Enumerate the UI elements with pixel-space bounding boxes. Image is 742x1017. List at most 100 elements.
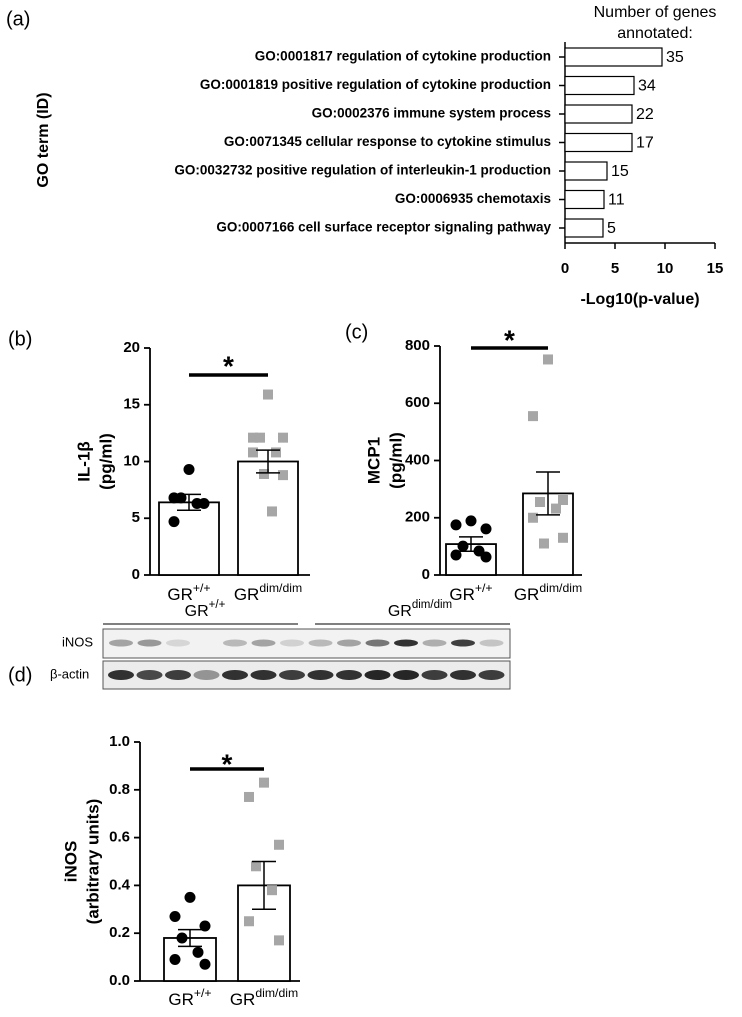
data-point (199, 920, 211, 932)
category-base: GR (449, 585, 475, 604)
category-superscript: +/+ (475, 581, 493, 595)
y-axis-label: (pg/ml) (96, 433, 115, 490)
data-point (251, 861, 261, 872)
category-label: GR+/+ (167, 581, 210, 604)
data-point (528, 411, 538, 422)
data-point (199, 958, 211, 970)
bar (564, 218, 604, 238)
data-point (274, 839, 284, 850)
blot-band (137, 639, 162, 647)
blot-band (251, 639, 276, 647)
blot-frame (102, 628, 511, 659)
category-label: GRdim/dim (234, 581, 302, 604)
data-point (450, 549, 462, 561)
blot-band (450, 670, 476, 680)
data-point (192, 946, 204, 958)
data-point (183, 463, 195, 475)
category-label: GO:0071345 cellular response to cytokine… (224, 134, 551, 149)
data-point (465, 515, 477, 527)
blot-band (109, 639, 133, 647)
y-tick-label: 200 (405, 509, 430, 526)
gene-count: 17 (636, 135, 654, 152)
data-point (244, 916, 254, 927)
x-tick-label: 5 (611, 260, 619, 277)
y-tick-label: 15 (123, 396, 140, 413)
panel-label: (d) (8, 664, 32, 686)
gene-count: 34 (638, 78, 656, 95)
blot-band (280, 639, 304, 647)
gene-count: 22 (636, 106, 654, 123)
y-tick-label: 0.8 (109, 781, 130, 798)
y-axis-label: (arbitrary units) (83, 799, 102, 925)
data-point (168, 516, 180, 528)
data-point (255, 432, 265, 443)
category-base: GR (168, 990, 194, 1009)
data-point (169, 910, 181, 922)
category-label: GRdim/dim (230, 986, 298, 1009)
category-label: GR+/+ (449, 581, 492, 604)
data-point (558, 495, 568, 506)
data-point (259, 468, 269, 479)
y-tick-label: 400 (405, 451, 430, 468)
blot-band (337, 639, 361, 647)
category-superscript: +/+ (193, 581, 211, 595)
category-superscript: +/+ (194, 986, 212, 1000)
category-superscript: dim/dim (412, 599, 452, 611)
blot-band (165, 670, 191, 680)
data-point (267, 506, 277, 517)
significance-star: * (222, 748, 233, 779)
blot-band (451, 639, 475, 647)
y-tick-label: 0 (132, 566, 140, 583)
blot-band (108, 670, 134, 680)
category-label: GO:0006935 chemotaxis (395, 191, 551, 206)
blot-band (166, 639, 190, 647)
data-point (274, 935, 284, 946)
category-label: GO:0007166 cell surface receptor signali… (216, 220, 551, 235)
blot-band (222, 670, 248, 680)
y-tick-label: 0.4 (109, 876, 131, 893)
data-point (263, 389, 273, 400)
blot-frame (102, 660, 511, 690)
y-tick-label: 1.0 (109, 733, 130, 750)
y-tick-label: 0.6 (109, 829, 130, 846)
data-point (535, 497, 545, 508)
data-point (259, 777, 269, 788)
category-label: GO:0032732 positive regulation of interl… (174, 163, 551, 178)
blot-band (136, 670, 163, 680)
category-superscript: dim/dim (259, 581, 302, 595)
data-point (184, 891, 196, 903)
data-point (176, 932, 188, 944)
y-axis-label: (pg/ml) (386, 432, 405, 489)
blot-row-label: iNOS (62, 634, 93, 649)
bar (564, 75, 635, 96)
blot-band (422, 639, 447, 647)
blot-band (308, 639, 333, 647)
data-point (248, 447, 258, 458)
blot-band (223, 639, 247, 647)
blot-band (365, 639, 390, 647)
y-axis-label: iNOS (61, 841, 80, 883)
category-label: GO:0001817 regulation of cytokine produc… (255, 49, 551, 64)
data-point (450, 519, 462, 531)
data-point (551, 503, 561, 514)
data-point (558, 532, 568, 543)
category-base: GR (167, 585, 193, 604)
blot-band (393, 670, 419, 680)
bar (564, 161, 608, 181)
data-point (191, 497, 203, 509)
y-tick-label: 600 (405, 394, 430, 411)
blot-row-label: β-actin (50, 666, 89, 681)
category-superscript: dim/dim (255, 986, 298, 1000)
y-tick-label: 20 (123, 339, 140, 356)
blot-band (279, 670, 305, 680)
data-point (457, 540, 469, 552)
blot-band (307, 670, 334, 680)
y-tick-label: 0.2 (109, 924, 130, 941)
bar (158, 501, 220, 576)
x-axis-label: -Log10(p-value) (580, 291, 699, 308)
x-tick-label: 10 (657, 260, 674, 277)
significance-star: * (504, 324, 515, 355)
data-point (267, 885, 277, 896)
panel-label: (b) (8, 328, 32, 350)
data-point (278, 432, 288, 443)
